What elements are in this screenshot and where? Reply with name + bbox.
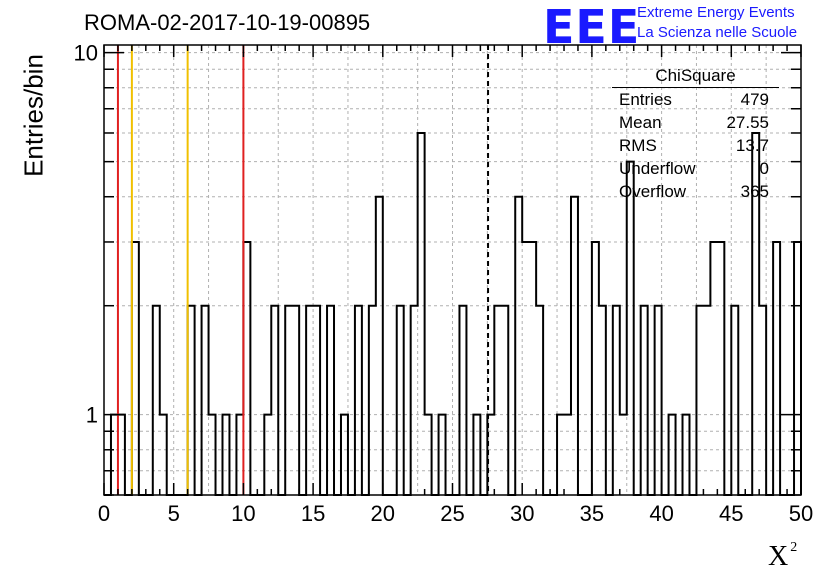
x-tick-label: 35	[580, 501, 604, 526]
histogram-bin	[710, 242, 717, 495]
stats-value: 13.7	[735, 136, 769, 155]
histogram-bin	[564, 415, 571, 495]
histogram-bin	[515, 197, 522, 495]
logo-line-1: Extreme Energy Events	[637, 4, 795, 21]
stats-value: 0	[759, 159, 769, 178]
stats-value: 479	[740, 90, 769, 109]
histogram-bin	[655, 306, 662, 495]
histogram-bin	[439, 415, 446, 495]
histogram-bin	[397, 306, 404, 495]
histogram-bin	[683, 415, 690, 495]
histogram-bin	[292, 306, 299, 495]
histogram-bin	[731, 306, 738, 495]
histogram-bin	[341, 415, 348, 495]
stats-label: Underflow	[619, 159, 696, 178]
histogram-bin	[773, 242, 780, 495]
histogram-bin	[494, 306, 501, 495]
histogram-bin	[529, 242, 536, 495]
stats-row-rms: RMS 13.7	[609, 134, 779, 157]
histogram-bin	[425, 415, 432, 495]
histogram-bin	[703, 306, 710, 495]
y-axis-label: Entries/bin	[18, 54, 49, 177]
histogram-bin	[557, 415, 564, 495]
histogram-bin	[306, 306, 313, 495]
histogram-bin	[418, 133, 425, 495]
histogram-bin	[111, 415, 118, 495]
histogram-bin	[599, 306, 606, 495]
stats-label: RMS	[619, 136, 657, 155]
x-tick-label: 45	[719, 501, 743, 526]
histogram-bin	[188, 306, 195, 495]
histogram-bin	[313, 306, 320, 495]
x-tick-label: 10	[231, 501, 255, 526]
eee-logo-mark: EEE	[543, 0, 641, 54]
histogram-bin	[285, 306, 292, 495]
x-tick-label: 50	[789, 501, 813, 526]
histogram-bin	[327, 306, 334, 495]
x-tick-label: 30	[510, 501, 534, 526]
x-tick-label: 5	[168, 501, 180, 526]
stats-value: 27.55	[726, 113, 769, 132]
histogram-bin	[696, 306, 703, 495]
histogram-bin	[153, 306, 160, 495]
x-tick-label: 15	[301, 501, 325, 526]
histogram-bin	[118, 415, 125, 495]
stats-row-overflow: Overflow 365	[609, 180, 779, 203]
histogram-bin	[264, 415, 271, 495]
logo-line-2: La Scienza nelle Scuole	[637, 24, 798, 41]
histogram-bin	[592, 242, 599, 495]
histogram-bin	[369, 306, 376, 495]
histogram-bin	[641, 306, 648, 495]
histogram-bin	[209, 415, 216, 495]
histogram-bin	[132, 242, 139, 495]
histogram-bin	[613, 306, 620, 495]
histogram-bin	[669, 415, 676, 495]
histogram-bin	[459, 306, 466, 495]
x-axis-label-text: X	[768, 541, 789, 572]
histogram-bin	[794, 242, 801, 495]
histogram-bin	[160, 415, 167, 495]
histogram-bin	[243, 242, 250, 495]
y-tick-label: 1	[86, 403, 98, 428]
histogram-bin	[571, 197, 578, 495]
stats-value: 365	[740, 182, 769, 201]
histogram-bin	[627, 162, 634, 495]
chart-title: ROMA-02-2017-10-19-00895	[84, 10, 371, 35]
histogram-bin	[759, 306, 766, 495]
histogram-bin	[222, 415, 229, 495]
x-tick-label: 25	[440, 501, 464, 526]
histogram-bin	[376, 197, 383, 495]
histogram-bin	[236, 415, 243, 495]
stats-row-mean: Mean 27.55	[609, 111, 779, 134]
histogram-bin	[522, 242, 529, 495]
histogram-bin	[473, 415, 480, 495]
histogram-bin	[501, 306, 508, 495]
histogram-bin	[536, 306, 543, 495]
stats-row-entries: Entries 479	[609, 88, 779, 111]
y-tick-label: 10	[74, 41, 98, 66]
histogram-bin	[202, 306, 209, 495]
stats-label: Entries	[619, 90, 672, 109]
stats-box-title: ChiSquare	[612, 66, 779, 88]
histogram-bin	[620, 415, 627, 495]
x-tick-label: 40	[649, 501, 673, 526]
histogram-bin	[411, 306, 418, 495]
x-tick-label: 20	[371, 501, 395, 526]
stats-box: ChiSquare Entries 479 Mean 27.55 RMS 13.…	[609, 66, 779, 203]
histogram-bin	[717, 242, 724, 495]
stats-label: Mean	[619, 113, 662, 132]
stats-label: Overflow	[619, 182, 687, 201]
histogram-bin	[355, 306, 362, 495]
x-tick-label: 0	[98, 501, 110, 526]
stats-row-underflow: Underflow 0	[609, 157, 779, 180]
x-axis-label-exponent: 2	[790, 540, 798, 555]
histogram-bin	[271, 306, 278, 495]
